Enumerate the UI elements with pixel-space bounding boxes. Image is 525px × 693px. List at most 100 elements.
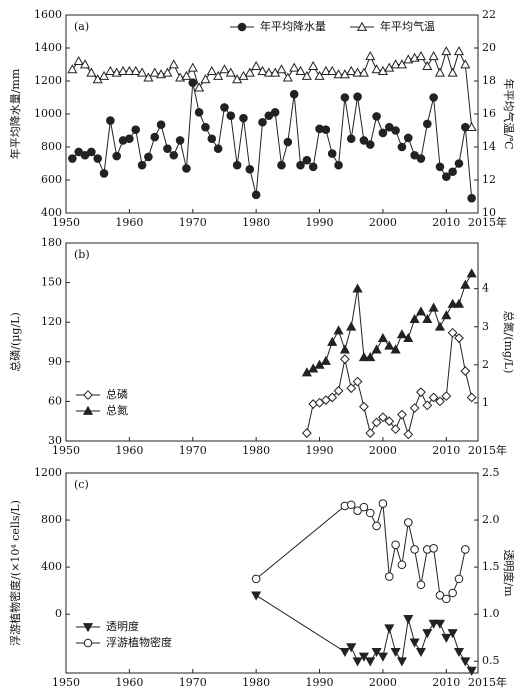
marker — [200, 74, 211, 84]
marker — [226, 111, 236, 120]
marker — [447, 298, 458, 308]
y-tick-label: 1600 — [34, 8, 62, 21]
x-tick-label: 1960 — [115, 444, 143, 457]
x-tick-label: 1950 — [52, 216, 80, 229]
marker — [442, 594, 451, 604]
marker — [339, 354, 350, 365]
legend-label: 透明度 — [106, 619, 139, 633]
marker — [181, 70, 192, 80]
marker — [352, 283, 363, 293]
marker — [403, 429, 414, 440]
marker — [453, 298, 465, 308]
marker — [308, 60, 319, 71]
marker — [377, 652, 388, 662]
x-tick-label: 2010 — [432, 676, 460, 689]
marker — [409, 403, 420, 413]
legend-label: 年平均降水量 — [260, 19, 326, 33]
marker — [339, 647, 350, 658]
marker — [130, 65, 141, 75]
x-tick-label: 2000 — [369, 216, 397, 229]
marker — [169, 150, 179, 160]
marker — [467, 193, 476, 203]
x-tick-label: 1960 — [115, 216, 143, 229]
marker — [358, 352, 369, 362]
marker — [390, 344, 401, 354]
marker — [213, 70, 224, 80]
marker — [415, 647, 427, 658]
marker — [415, 51, 427, 61]
y-tick-label: 30 — [48, 434, 62, 447]
marker — [144, 152, 153, 162]
marker — [308, 162, 318, 172]
marker — [428, 392, 439, 403]
y2-tick-label: 12 — [482, 173, 496, 186]
marker — [435, 396, 445, 407]
y-tick-label: 1400 — [34, 41, 62, 54]
panel-label: (a) — [74, 20, 89, 33]
y-tick-label: 90 — [48, 355, 62, 368]
marker — [434, 67, 446, 77]
marker — [466, 268, 477, 278]
marker — [106, 116, 115, 125]
marker — [346, 500, 356, 510]
marker — [372, 112, 381, 121]
y2-tick-label: 10 — [482, 206, 496, 219]
marker — [358, 67, 369, 77]
marker — [397, 142, 407, 152]
marker — [105, 65, 116, 75]
marker — [263, 67, 274, 77]
marker — [175, 136, 185, 145]
marker — [327, 392, 338, 403]
marker — [251, 60, 262, 71]
marker — [390, 424, 401, 435]
marker — [422, 400, 433, 411]
y-tick-label: 800 — [41, 140, 62, 153]
y2-tick-label: 16 — [482, 107, 496, 120]
y-tick-label: 800 — [41, 513, 62, 526]
marker — [314, 70, 325, 80]
marker — [346, 65, 357, 75]
y2-tick-label: 20 — [482, 41, 496, 54]
marker — [441, 633, 452, 643]
y-tick-label: 1200 — [34, 74, 62, 87]
marker — [220, 103, 229, 112]
marker — [327, 336, 338, 346]
marker — [378, 499, 388, 508]
marker — [219, 64, 230, 74]
marker — [257, 65, 268, 75]
y-tick-label: 400 — [41, 206, 62, 219]
marker — [137, 160, 147, 170]
legend-marker — [82, 623, 94, 633]
x-tick-label: 2010 — [432, 444, 460, 457]
marker — [112, 151, 122, 161]
marker — [365, 508, 375, 518]
marker — [79, 59, 91, 69]
marker — [131, 125, 141, 134]
marker — [365, 428, 376, 438]
marker — [359, 401, 369, 412]
marker — [359, 502, 369, 512]
x-tick-label: 1950 — [52, 676, 80, 689]
x-tick-label: 2015年 — [468, 443, 507, 457]
marker — [384, 340, 395, 350]
marker — [466, 392, 477, 403]
marker — [188, 78, 198, 87]
y-tick-label: 400 — [41, 560, 62, 573]
marker — [429, 93, 438, 102]
series-line — [306, 273, 473, 373]
marker — [201, 122, 210, 132]
marker — [320, 355, 331, 365]
marker — [276, 64, 287, 74]
marker — [365, 51, 376, 61]
marker — [434, 321, 446, 331]
marker — [327, 65, 338, 75]
marker — [213, 144, 223, 153]
legend-label: 总磷 — [106, 387, 128, 401]
marker — [125, 134, 134, 144]
marker — [441, 391, 452, 402]
marker — [365, 140, 375, 149]
marker — [410, 545, 419, 554]
marker — [73, 55, 84, 66]
marker — [187, 62, 198, 72]
